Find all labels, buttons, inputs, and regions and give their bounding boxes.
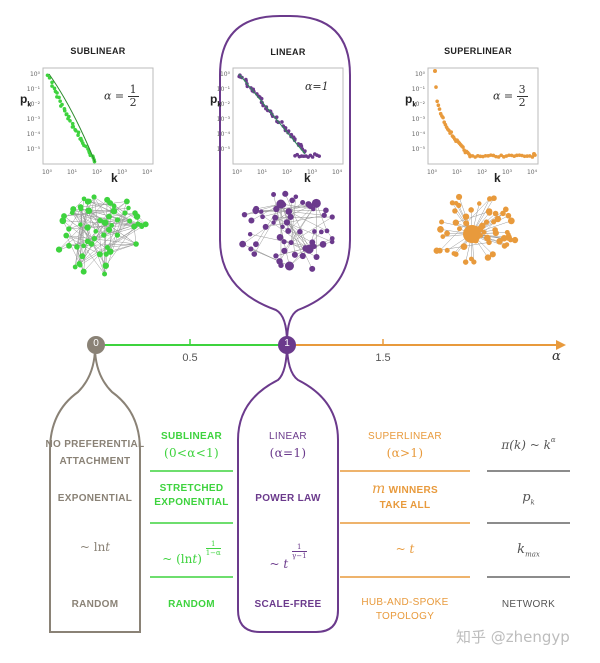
svg-text:10³: 10³ xyxy=(117,169,128,176)
plot-frame-sublinear xyxy=(42,67,154,165)
svg-text:10⁻¹: 10⁻¹ xyxy=(217,86,231,93)
plot-0: 10⁰ 10⁻¹ 10⁻² 10⁻³ 10⁻⁴ 10⁻⁵ 10⁰ 10¹ 10² 10³ 10⁴ xyxy=(27,71,153,176)
panel-title-sublinear: SUBLINEAR xyxy=(70,46,126,56)
plot-ylabel-sublinear: pk xyxy=(20,92,32,109)
svg-text:10⁴: 10⁴ xyxy=(332,169,343,176)
network-row4: NETWORK xyxy=(501,599,556,610)
svg-text:10⁻²: 10⁻² xyxy=(27,101,41,108)
linear-row2: POWER LAW xyxy=(255,493,321,504)
sublinear-row4: RANDOM xyxy=(168,599,215,610)
plot-frame-linear xyxy=(232,67,344,165)
network-row3: kmax xyxy=(517,542,540,559)
svg-text:10⁻⁵: 10⁻⁵ xyxy=(27,146,41,153)
superlinear-row3: ~ t xyxy=(395,542,415,556)
panel-title-superlinear: SUPERLINEAR xyxy=(444,46,512,56)
svg-text:10⁰: 10⁰ xyxy=(42,169,53,176)
svg-text:10⁻²: 10⁻² xyxy=(412,101,426,108)
superlinear-row2: m WINNERS TAKE ALL xyxy=(372,481,438,512)
plot-alpha-linear: α=1 xyxy=(305,80,329,93)
svg-text:10⁻⁴: 10⁻⁴ xyxy=(27,131,41,138)
random-column-outline xyxy=(49,346,141,633)
svg-text:10²: 10² xyxy=(92,169,103,176)
svg-text:10²: 10² xyxy=(282,169,293,176)
svg-text:10⁻⁵: 10⁻⁵ xyxy=(412,146,426,153)
superlinear-row1: SUPERLINEAR (α>1) xyxy=(368,431,442,460)
sublinear-row3: ~ (lnt) 1 1−α xyxy=(162,540,221,566)
network-row1: π(k) ~ kα xyxy=(501,436,556,452)
svg-text:10⁻²: 10⁻² xyxy=(217,101,231,108)
svg-text:10⁰: 10⁰ xyxy=(30,71,41,78)
axis-label-0: 0 xyxy=(93,338,99,349)
svg-text:10⁰: 10⁰ xyxy=(427,169,438,176)
svg-text:10⁻¹: 10⁻¹ xyxy=(27,86,41,93)
svg-text:10⁻¹: 10⁻¹ xyxy=(412,86,426,93)
axis-point-1 xyxy=(278,336,296,354)
random-row4: RANDOM xyxy=(71,599,119,610)
panel-title-linear: LINEAR xyxy=(270,47,306,57)
svg-text:10³: 10³ xyxy=(502,169,513,176)
svg-text:10³: 10³ xyxy=(307,169,318,176)
network-2 xyxy=(433,193,519,265)
svg-text:10⁻⁴: 10⁻⁴ xyxy=(412,131,426,138)
svg-text:10⁰: 10⁰ xyxy=(220,71,231,78)
axis-label-1.5: 1.5 xyxy=(375,352,391,364)
network-1 xyxy=(239,190,335,272)
svg-text:10⁻³: 10⁻³ xyxy=(217,116,231,123)
svg-text:10⁻³: 10⁻³ xyxy=(27,116,41,123)
random-row2: EXPONENTIAL xyxy=(57,493,133,504)
svg-text:10⁰: 10⁰ xyxy=(415,71,426,78)
linear-row1: LINEAR (α=1) xyxy=(269,431,307,460)
watermark: 知乎 @zhengyp xyxy=(456,628,570,646)
plot-ylabel-linear: pk xyxy=(210,92,222,109)
sublinear-row1: SUBLINEAR (0<α<1) xyxy=(160,431,223,460)
axis-label-0.5: 0.5 xyxy=(182,352,198,364)
svg-text:10¹: 10¹ xyxy=(257,169,268,176)
table-separators xyxy=(150,470,570,578)
plot-ylabel-superlinear: pk xyxy=(405,92,417,109)
network-0 xyxy=(55,194,149,277)
svg-text:10⁴: 10⁴ xyxy=(527,169,538,176)
svg-text:10⁰: 10⁰ xyxy=(232,169,243,176)
networks-layer xyxy=(55,190,519,277)
axis-label-1: 1 xyxy=(284,338,290,349)
svg-text:10¹: 10¹ xyxy=(452,169,463,176)
plot-1: 10⁰ 10⁻¹ 10⁻² 10⁻³ 10⁻⁴ 10⁻⁵ 10⁰ 10¹ 10² 10³ 10⁴ xyxy=(217,71,343,176)
superlinear-row4: HUB-AND-SPOKE TOPOLOGY xyxy=(361,597,449,622)
random-row1: NO PREFERENTIAL ATTACHMENT xyxy=(45,439,145,467)
svg-text:10⁻⁴: 10⁻⁴ xyxy=(217,131,231,138)
linear-row4: SCALE-FREE xyxy=(254,599,322,610)
plot-xlabel-sublinear: k xyxy=(111,171,118,185)
linear-row3: ~ t 1 γ−1 xyxy=(269,543,307,571)
plot-xlabel-superlinear: k xyxy=(494,171,501,185)
svg-text:10⁴: 10⁴ xyxy=(142,169,153,176)
svg-text:10¹: 10¹ xyxy=(67,169,78,176)
axis-arrow-head xyxy=(556,340,566,350)
random-row3: ~ lnt xyxy=(79,540,111,554)
network-row2: pk xyxy=(522,490,535,507)
plot-frame-superlinear xyxy=(427,67,539,165)
plot-xlabel-linear: k xyxy=(304,171,311,185)
svg-text:10⁻⁵: 10⁻⁵ xyxy=(217,146,231,153)
axis-alpha-symbol: α xyxy=(552,349,561,364)
axis-point-0 xyxy=(87,336,105,354)
svg-text:10²: 10² xyxy=(477,169,488,176)
plot-2: 10⁰ 10⁻¹ 10⁻² 10⁻³ 10⁻⁴ 10⁻⁵ 10⁰ 10¹ 10² 10³ 10⁴ xyxy=(412,69,538,176)
sublinear-row2: STRETCHED EXPONENTIAL xyxy=(154,483,229,508)
svg-text:10⁻³: 10⁻³ xyxy=(412,116,426,123)
